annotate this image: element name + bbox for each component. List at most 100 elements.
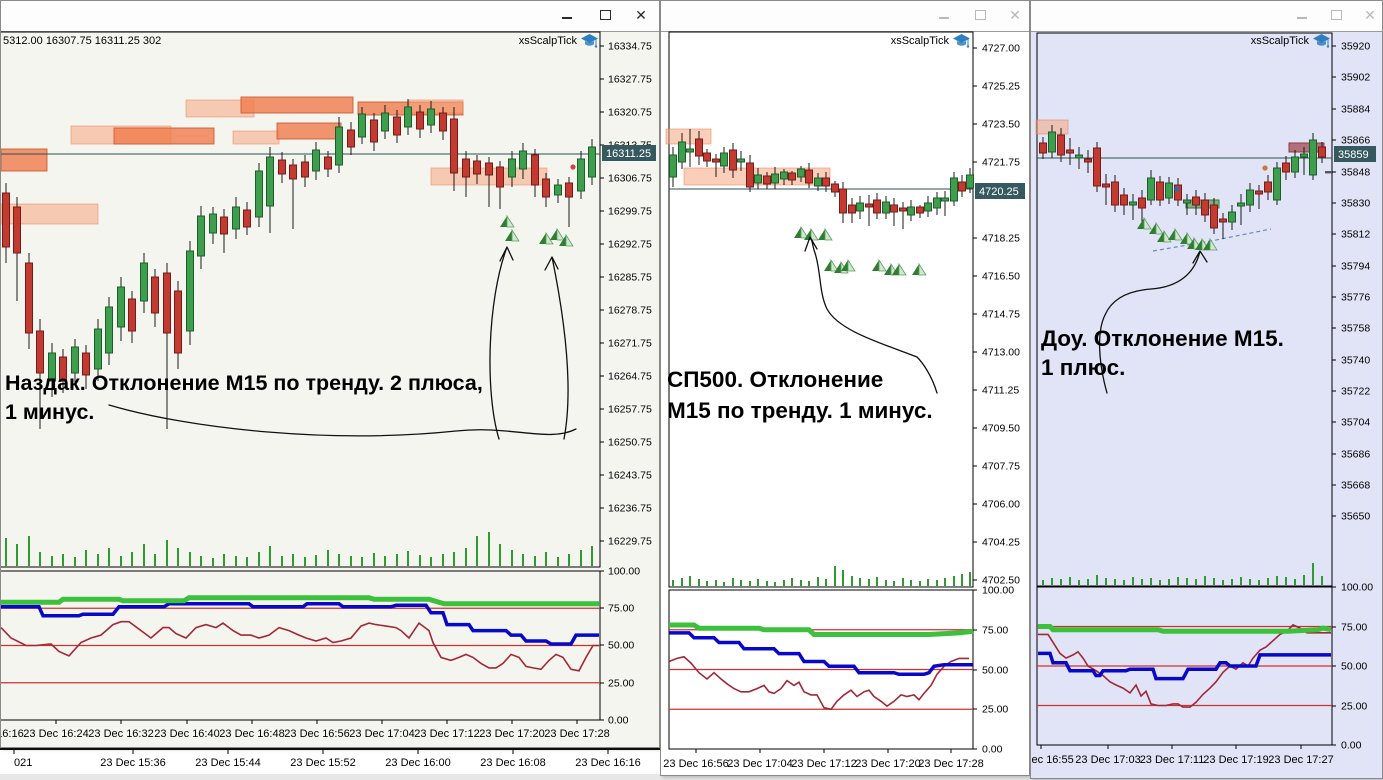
time-axis-label: 23 Dec 17:19 xyxy=(1203,754,1268,766)
price-axis-label: 4711.25 xyxy=(982,385,1019,397)
price-pane xyxy=(1,31,601,568)
time-axis-label: 23 Dec 16:24 xyxy=(23,728,88,740)
oscillator-axis-label: 0.00 xyxy=(1341,740,1362,752)
volume-bars xyxy=(5,532,593,566)
close-button[interactable]: ✕ xyxy=(1364,7,1376,23)
background-time-label: 23 Dec 16:16 xyxy=(575,757,640,769)
time-axis-label: 23 Dec 17:11 xyxy=(1140,754,1205,766)
chart-marker xyxy=(1174,186,1180,192)
price-axis: 4727.00 4725.25 4723.50 4721.75 4718.25 4716.… xyxy=(973,43,1025,756)
price-axis-label: 4723.50 xyxy=(982,119,1020,131)
price-axis-label: 35866 xyxy=(1341,135,1370,147)
oscillator-axis-label: 75.00 xyxy=(1341,622,1367,634)
close-button[interactable]: ✕ xyxy=(635,7,647,23)
price-axis-label: 35650 xyxy=(1341,511,1370,523)
price-axis-label: 16278.75 xyxy=(608,305,652,317)
oscillator-red-line xyxy=(1,620,599,672)
time-axis-label: 23 Dec 17:28 xyxy=(544,728,609,740)
oscillator-blue-line xyxy=(1,602,599,646)
candlestick-series xyxy=(669,129,974,229)
price-axis-label: 16271.75 xyxy=(608,338,652,350)
sp500-window[interactable]: ✕ СП500. Отклонение М15 по тренду. 1 минус… xyxy=(660,0,1030,776)
zone-box xyxy=(113,127,215,145)
price-axis-label: 4716.50 xyxy=(982,271,1020,283)
price-axis: 16334.7516327.7516320.7516313.7516306.75… xyxy=(600,41,656,727)
price-axis-label: 4704.25 xyxy=(982,537,1020,549)
volume-bars xyxy=(1042,563,1323,585)
price-axis-label: 16327.75 xyxy=(608,74,652,86)
price-axis-label: 35848 xyxy=(1341,167,1370,179)
time-axis-label: 23 Dec 17:12 xyxy=(791,758,856,770)
price-axis-label: 35686 xyxy=(1341,449,1370,461)
maximize-button[interactable] xyxy=(597,7,613,23)
zone-box xyxy=(232,130,280,145)
zone-box xyxy=(1,148,48,172)
title-bar[interactable]: ✕ xyxy=(661,1,1029,32)
indicator-name-label: xsScalpTick xyxy=(519,35,578,47)
oscillator-axis-label: 25.00 xyxy=(608,678,634,690)
price-axis-label: 35740 xyxy=(1341,355,1370,367)
price-axis-label: 35794 xyxy=(1341,261,1370,273)
dow-window[interactable]: ✕ Доу. Отклонение М15. 1 плюс. xsScalpTick 3… xyxy=(1030,0,1383,779)
price-axis-label: 4707.75 xyxy=(982,461,1020,473)
price-axis-label: 4706.00 xyxy=(982,499,1020,511)
oscillator-axis-label: 50.00 xyxy=(982,665,1008,677)
price-axis-label: 35812 xyxy=(1341,229,1370,241)
oscillator-red-line xyxy=(1038,623,1331,708)
price-axis-label: 16320.75 xyxy=(608,107,652,119)
background-time-label: 23 Dec 15:36 xyxy=(100,757,165,769)
time-axis-label: 23 Dec 16:16 xyxy=(1,728,24,740)
time-axis-label: 23 Dec 17:04 xyxy=(727,758,792,770)
price-axis-label: 4713.00 xyxy=(982,347,1020,359)
title-bar[interactable]: ✕ xyxy=(1031,1,1382,32)
oscillator-axis-label: 50.00 xyxy=(608,640,634,652)
minimize-button[interactable] xyxy=(559,7,575,23)
hand-drawn-arrow xyxy=(544,256,569,440)
oscillator-green-line xyxy=(669,622,974,637)
oscillator-axis-label: 50.00 xyxy=(1341,661,1367,673)
graduation-cap-icon xyxy=(953,34,970,48)
chart-marker xyxy=(1325,171,1333,174)
price-axis-label: 4718.25 xyxy=(982,233,1020,245)
nasdaq-window[interactable]: ✕ Наздак. Отклонение М15 по тренду. 2 плю… xyxy=(0,0,660,748)
price-axis-label: 35902 xyxy=(1341,72,1370,84)
oscillator-pane-content xyxy=(1,595,600,684)
price-axis-label: 16299.75 xyxy=(608,206,652,218)
close-button[interactable]: ✕ xyxy=(1009,7,1021,23)
chart-marker xyxy=(1262,165,1268,171)
hand-drawn-arrow xyxy=(489,246,514,440)
signal-pennant-icons xyxy=(794,225,927,276)
signal-pennant-icons xyxy=(500,214,574,247)
time-axis-label: 23 Dec 17:12 xyxy=(414,728,479,740)
background-time-label: 23 Dec 15:44 xyxy=(195,757,260,769)
oscillator-axis-label: 75.00 xyxy=(608,603,634,615)
price-axis: 35920 35902 35884 35866 35848 35830 35812 35794… xyxy=(1332,41,1376,752)
current-price-tag-text: 4720.25 xyxy=(979,186,1019,198)
time-axis-label: 23 Dec 16:56 xyxy=(284,728,349,740)
chart-marker xyxy=(570,164,576,170)
annotation-line-2: М15 по тренду. 1 минус. xyxy=(667,398,933,423)
candlestick-series xyxy=(2,99,596,429)
price-axis-label: 4714.75 xyxy=(982,309,1020,321)
oscillator-axis-label: 100.00 xyxy=(982,585,1014,597)
zone-box xyxy=(276,122,342,140)
oscillator-pane-content xyxy=(1037,623,1332,708)
volume-bars xyxy=(672,566,971,586)
nasdaq-chart: Наздак. Отклонение М15 по тренду. 2 плюс… xyxy=(1,31,656,740)
annotation-line-1: СП500. Отклонение xyxy=(667,367,883,392)
annotation-line-2: 1 плюс. xyxy=(1041,355,1125,380)
current-price-tag xyxy=(1334,146,1376,162)
price-axis-label: 35830 xyxy=(1341,198,1370,210)
background-time-label: 23 Dec 16:00 xyxy=(385,757,450,769)
zone-box xyxy=(1,203,99,225)
oscillator-axis-label: 25.00 xyxy=(1341,701,1367,713)
title-bar[interactable]: ✕ xyxy=(1,1,659,32)
maximize-button[interactable] xyxy=(1328,7,1344,23)
time-axis-label: 23 Dec 17:20 xyxy=(479,728,544,740)
minimize-button[interactable] xyxy=(1294,7,1310,23)
minimize-button[interactable] xyxy=(936,7,952,23)
maximize-button[interactable] xyxy=(972,7,988,23)
